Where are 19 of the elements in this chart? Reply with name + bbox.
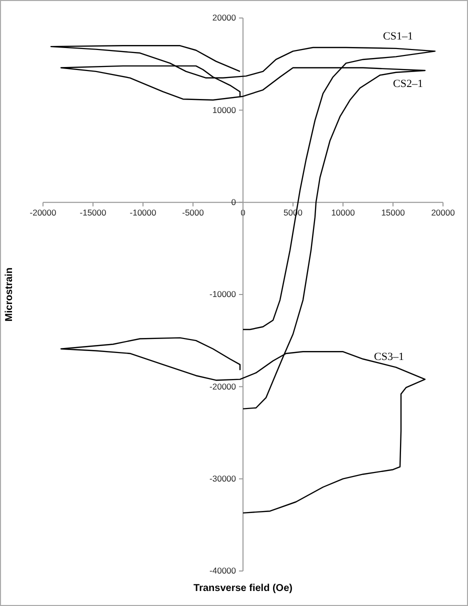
x-tick-label: -20000 — [30, 207, 57, 218]
x-tick-label: -5000 — [182, 207, 204, 218]
y-tick-label: 10000 — [212, 104, 236, 115]
x-tick-label: -15000 — [80, 207, 107, 218]
x-axis-title: Transverse field (Oe) — [194, 583, 292, 594]
series-label: CS2‒1 — [393, 78, 423, 90]
y-tick-label: -30000 — [210, 474, 236, 484]
x-tick-label: 15000 — [381, 207, 406, 218]
series-label: CS1‒1 — [383, 30, 413, 43]
series-label: CS3‒1 — [374, 350, 404, 363]
y-tick-label: -20000 — [210, 381, 236, 392]
y-tick-label: 20000 — [212, 12, 236, 23]
x-tick-label: -10000 — [130, 207, 157, 218]
x-tick-label: 10000 — [331, 207, 356, 218]
y-axis-title: Microstrain — [4, 268, 15, 322]
y-tick-label: -40000 — [210, 566, 236, 576]
x-tick-label: 20000 — [431, 207, 456, 218]
y-tick-label: 0 — [231, 197, 236, 208]
y-tick-label: -10000 — [210, 289, 236, 300]
